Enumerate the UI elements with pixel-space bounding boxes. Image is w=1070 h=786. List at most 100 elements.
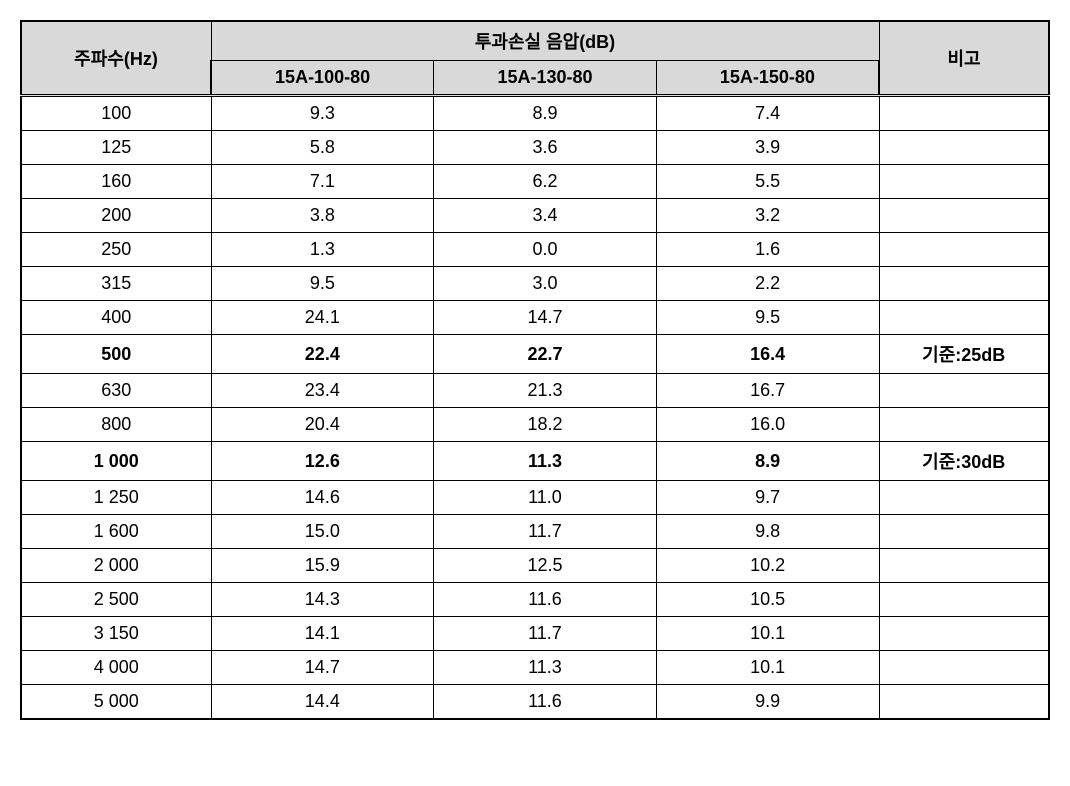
cell-value-1: 7.1 — [211, 165, 434, 199]
cell-note — [879, 549, 1049, 583]
cell-note — [879, 617, 1049, 651]
cell-value-1: 12.6 — [211, 442, 434, 481]
table-row: 2 00015.912.510.2 — [21, 549, 1049, 583]
table-row: 1 00012.611.38.9기준:30dB — [21, 442, 1049, 481]
cell-frequency: 160 — [21, 165, 211, 199]
cell-frequency: 800 — [21, 408, 211, 442]
cell-frequency: 1 000 — [21, 442, 211, 481]
table-row: 2003.83.43.2 — [21, 199, 1049, 233]
cell-frequency: 250 — [21, 233, 211, 267]
cell-value-2: 11.7 — [434, 617, 657, 651]
table-row: 4 00014.711.310.1 — [21, 651, 1049, 685]
cell-note — [879, 583, 1049, 617]
cell-value-2: 12.5 — [434, 549, 657, 583]
cell-note — [879, 374, 1049, 408]
cell-value-3: 3.9 — [656, 131, 879, 165]
cell-value-3: 9.8 — [656, 515, 879, 549]
cell-value-3: 16.4 — [656, 335, 879, 374]
cell-frequency: 2 500 — [21, 583, 211, 617]
cell-value-3: 1.6 — [656, 233, 879, 267]
cell-value-2: 6.2 — [434, 165, 657, 199]
cell-value-1: 24.1 — [211, 301, 434, 335]
table-row: 5 00014.411.69.9 — [21, 685, 1049, 720]
table-row: 1009.38.97.4 — [21, 96, 1049, 131]
table-row: 50022.422.716.4기준:25dB — [21, 335, 1049, 374]
cell-value-2: 0.0 — [434, 233, 657, 267]
header-sub-2: 15A-130-80 — [434, 61, 657, 96]
cell-frequency: 315 — [21, 267, 211, 301]
cell-value-3: 10.1 — [656, 617, 879, 651]
cell-value-2: 22.7 — [434, 335, 657, 374]
cell-value-2: 11.7 — [434, 515, 657, 549]
table-row: 1 60015.011.79.8 — [21, 515, 1049, 549]
cell-value-2: 11.6 — [434, 583, 657, 617]
cell-value-3: 2.2 — [656, 267, 879, 301]
cell-value-1: 9.3 — [211, 96, 434, 131]
cell-value-1: 14.6 — [211, 481, 434, 515]
cell-note: 기준:30dB — [879, 442, 1049, 481]
cell-note — [879, 515, 1049, 549]
cell-frequency: 4 000 — [21, 651, 211, 685]
cell-value-2: 11.3 — [434, 442, 657, 481]
cell-frequency: 400 — [21, 301, 211, 335]
header-note: 비고 — [879, 21, 1049, 96]
cell-value-1: 3.8 — [211, 199, 434, 233]
cell-value-3: 16.0 — [656, 408, 879, 442]
cell-value-2: 3.6 — [434, 131, 657, 165]
cell-value-2: 18.2 — [434, 408, 657, 442]
cell-frequency: 500 — [21, 335, 211, 374]
cell-value-1: 20.4 — [211, 408, 434, 442]
cell-note — [879, 267, 1049, 301]
cell-value-1: 5.8 — [211, 131, 434, 165]
cell-note — [879, 651, 1049, 685]
cell-value-3: 8.9 — [656, 442, 879, 481]
cell-note — [879, 199, 1049, 233]
table-row: 40024.114.79.5 — [21, 301, 1049, 335]
cell-value-3: 10.1 — [656, 651, 879, 685]
cell-frequency: 100 — [21, 96, 211, 131]
cell-value-2: 3.0 — [434, 267, 657, 301]
cell-value-3: 16.7 — [656, 374, 879, 408]
cell-value-3: 9.9 — [656, 685, 879, 720]
cell-value-3: 9.5 — [656, 301, 879, 335]
cell-note — [879, 96, 1049, 131]
cell-value-2: 11.3 — [434, 651, 657, 685]
cell-value-2: 14.7 — [434, 301, 657, 335]
table-row: 63023.421.316.7 — [21, 374, 1049, 408]
table-row: 2501.30.01.6 — [21, 233, 1049, 267]
cell-note — [879, 165, 1049, 199]
cell-value-1: 14.4 — [211, 685, 434, 720]
table-row: 1607.16.25.5 — [21, 165, 1049, 199]
table-row: 80020.418.216.0 — [21, 408, 1049, 442]
cell-value-2: 3.4 — [434, 199, 657, 233]
cell-value-3: 9.7 — [656, 481, 879, 515]
cell-frequency: 2 000 — [21, 549, 211, 583]
table-row: 3 15014.111.710.1 — [21, 617, 1049, 651]
cell-note — [879, 131, 1049, 165]
cell-frequency: 125 — [21, 131, 211, 165]
cell-frequency: 1 600 — [21, 515, 211, 549]
cell-value-3: 10.5 — [656, 583, 879, 617]
cell-frequency: 1 250 — [21, 481, 211, 515]
cell-frequency: 630 — [21, 374, 211, 408]
cell-note — [879, 408, 1049, 442]
table-row: 3159.53.02.2 — [21, 267, 1049, 301]
cell-value-3: 10.2 — [656, 549, 879, 583]
cell-value-3: 3.2 — [656, 199, 879, 233]
cell-value-3: 7.4 — [656, 96, 879, 131]
header-group-transmission-loss: 투과손실 음압(dB) — [211, 21, 879, 61]
cell-value-1: 9.5 — [211, 267, 434, 301]
header-sub-1: 15A-100-80 — [211, 61, 434, 96]
cell-value-1: 1.3 — [211, 233, 434, 267]
table-row: 1 25014.611.09.7 — [21, 481, 1049, 515]
cell-value-2: 11.0 — [434, 481, 657, 515]
cell-frequency: 200 — [21, 199, 211, 233]
table-row: 2 50014.311.610.5 — [21, 583, 1049, 617]
cell-value-3: 5.5 — [656, 165, 879, 199]
cell-note — [879, 481, 1049, 515]
cell-note — [879, 301, 1049, 335]
cell-value-1: 15.9 — [211, 549, 434, 583]
cell-value-1: 14.3 — [211, 583, 434, 617]
table-row: 1255.83.63.9 — [21, 131, 1049, 165]
cell-value-1: 14.7 — [211, 651, 434, 685]
